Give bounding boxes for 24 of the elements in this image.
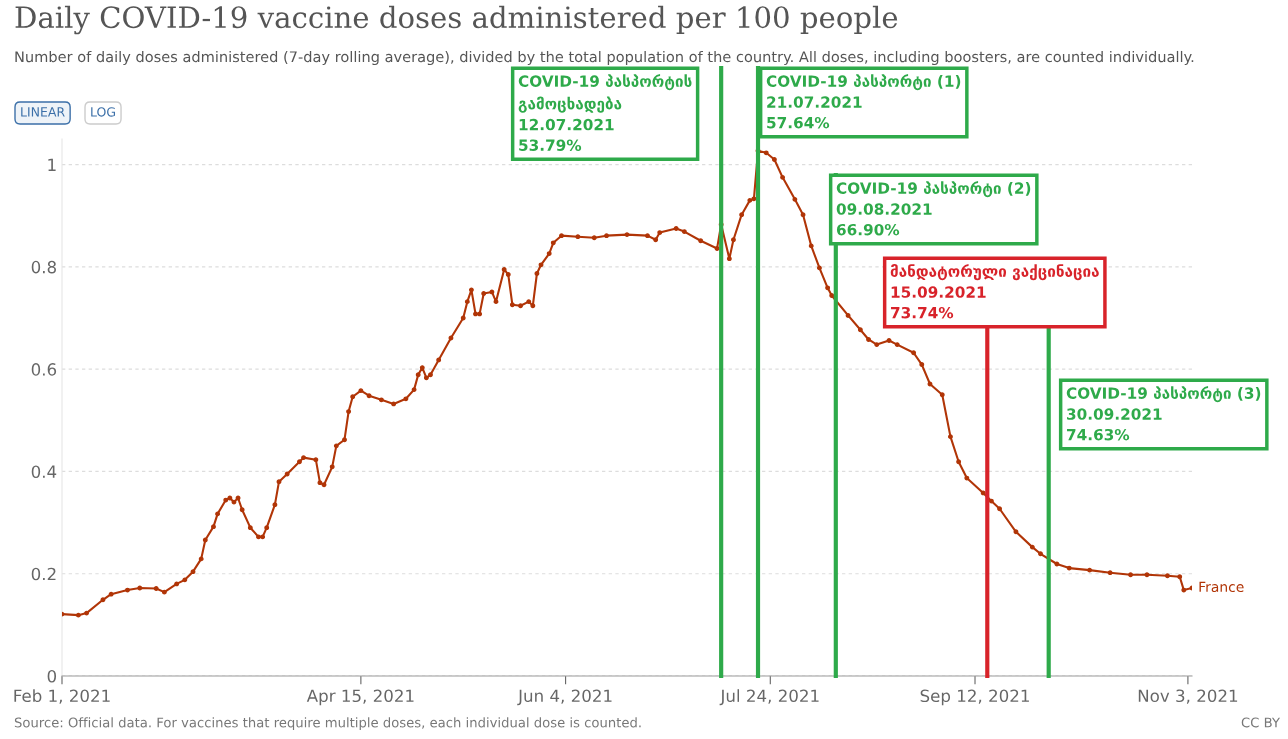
text: CC BY bbox=[1241, 717, 1281, 728]
ref-line-label: COVID-19 პასპორტი (2) 09.08.2021 66.90% bbox=[836, 181, 1031, 236]
series-label: France bbox=[1199, 581, 1244, 593]
text: LINEAR bbox=[21, 107, 65, 117]
y-tick-label: 1 bbox=[48, 158, 56, 171]
chart-subtitle: Number of daily doses administered (7-day rolling average), divided by the total population of the country. All doses, including boosters, are counted individually. bbox=[15, 50, 1194, 66]
x-tick-label: Sep 12, 2021 bbox=[920, 689, 1029, 706]
x-tick-label: Jul 24, 2021 bbox=[719, 689, 819, 706]
source-note: Source: Official data. For vaccines that require multiple doses, each individual dose is counted. bbox=[14, 717, 641, 730]
y-tick-label: 0.8 bbox=[31, 260, 56, 274]
y-tick-label: 0.4 bbox=[31, 465, 57, 478]
x-tick-label: Feb 1, 2021 bbox=[14, 689, 110, 704]
x-tick-label: Jun 4, 2021 bbox=[517, 689, 612, 706]
ref-line-label: მანდატორული ვაქცინაცია 15.09.2021 73.74% bbox=[890, 264, 1099, 319]
ref-line-label: COVID-19 პასპორტი (1) 21.07.2021 57.64% bbox=[766, 74, 961, 129]
x-tick-label: Apr 15, 2021 bbox=[306, 689, 414, 706]
y-tick-label: 0 bbox=[47, 669, 57, 683]
y-tick-label: 0.6 bbox=[31, 363, 57, 376]
ref-line-label: COVID-19 პასპორტის გამოცხადება 12.07.2021 53.79% bbox=[518, 74, 692, 151]
ref-line-label: COVID-19 პასპორტი (3) 30.09.2021 74.63% bbox=[1066, 386, 1261, 441]
chart-title: Daily COVID-19 vaccine doses administered per 100 people bbox=[15, 5, 898, 35]
x-tick-label: Nov 3, 2021 bbox=[1138, 689, 1238, 704]
y-tick-label: 0.2 bbox=[31, 567, 56, 581]
text: LOG bbox=[91, 107, 116, 117]
